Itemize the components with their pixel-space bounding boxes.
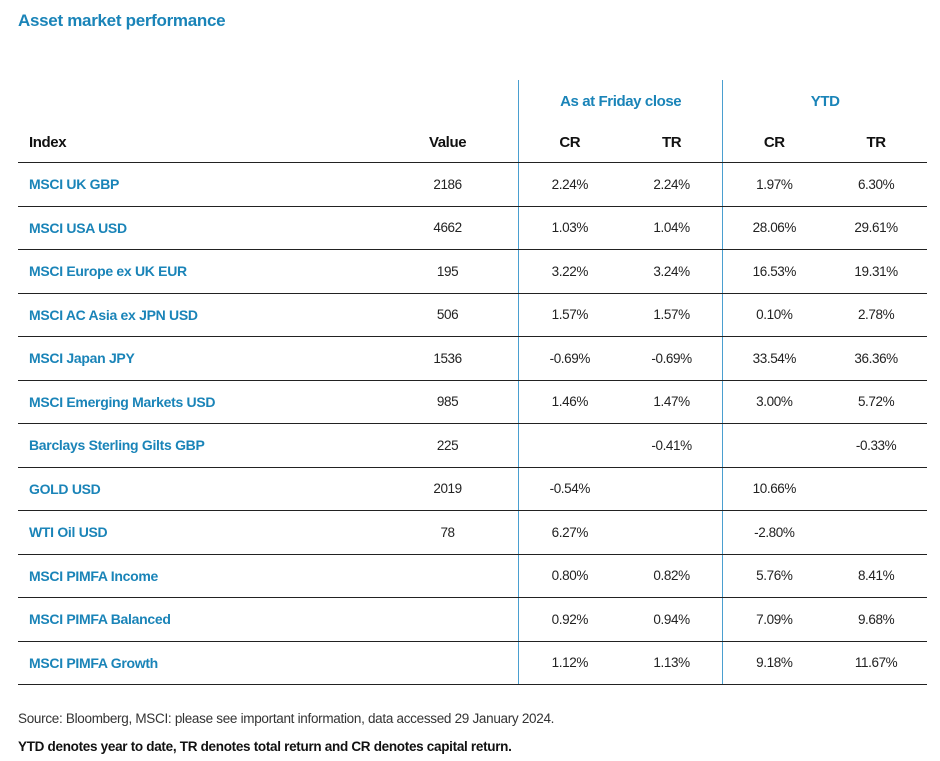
row-friday-tr: -0.69% [651, 350, 692, 366]
row-friday-tr: 3.24% [653, 263, 690, 279]
row-ytd-tr: 5.72% [857, 394, 895, 410]
row-friday-cr: 3.22% [517, 250, 621, 293]
row-friday-cr: 0.92% [517, 598, 621, 641]
group-header-ytd: YTD [722, 80, 927, 122]
row-value: 78 [440, 524, 455, 540]
row-value: 225 [436, 437, 459, 453]
row-ytd-cr: 3.00% [722, 380, 825, 423]
row-friday-tr: 1.47% [653, 394, 690, 410]
row-ytd-cr: 0.10% [722, 293, 825, 336]
row-friday-cr: 0.80% [517, 554, 621, 597]
row-friday-cr: 1.12% [517, 641, 621, 684]
table-row: MSCI Japan JPY 1536 -0.69% -0.69% 33.54% 36.3… [18, 337, 927, 381]
table-row: MSCI USA USD 4662 1.03% 1.04% 28.06% 29.61% [18, 206, 927, 250]
row-friday-tr: 0.94% [653, 611, 690, 627]
table-row: Barclays Sterling Gilts GBP 225 -0.41% -0.3… [18, 424, 927, 468]
row-value: 2186 [433, 176, 462, 192]
row-value: 1536 [433, 350, 462, 366]
row-ytd-cr: 7.09% [722, 598, 825, 641]
row-index-name: MSCI PIMFA Balanced [29, 611, 171, 628]
row-ytd-tr: 29.61% [854, 220, 898, 236]
row-friday-cr: 6.27% [517, 511, 621, 554]
row-friday-tr: 0.82% [653, 568, 690, 584]
row-index-name: MSCI AC Asia ex JPN USD [29, 306, 198, 323]
row-ytd-cr: 5.76% [722, 554, 825, 597]
row-value: 195 [436, 263, 459, 279]
row-ytd-tr: 2.78% [857, 307, 895, 323]
row-ytd-tr: 9.68% [857, 611, 895, 627]
table-header: Index Value CR TR CR TR [18, 122, 927, 163]
row-index-name: MSCI Europe ex UK EUR [29, 263, 187, 280]
header-ytd-tr: TR [866, 133, 886, 151]
row-index-name: MSCI PIMFA Growth [29, 654, 158, 671]
row-ytd-tr: 36.36% [854, 350, 898, 366]
row-ytd-cr: 10.66% [722, 467, 825, 510]
row-ytd-tr: 11.67% [854, 655, 898, 671]
row-index-name: Barclays Sterling Gilts GBP [29, 437, 205, 454]
row-ytd-cr: 28.06% [722, 206, 825, 249]
row-friday-tr: -0.41% [651, 437, 692, 453]
row-ytd-cr: 9.18% [722, 641, 825, 684]
row-friday-cr: -0.54% [517, 467, 621, 510]
table-row: MSCI Europe ex UK EUR 195 3.22% 3.24% 16.53%… [18, 250, 927, 294]
page-title: Asset market performance [18, 11, 226, 30]
row-index-name: MSCI PIMFA Income [29, 567, 158, 584]
row-friday-tr: 2.24% [653, 176, 690, 192]
row-ytd-tr: -0.33% [855, 437, 897, 453]
table-group-header: As at Friday close YTD [18, 80, 927, 122]
row-friday-tr: 1.13% [653, 655, 690, 671]
group-header-friday: As at Friday close [517, 80, 723, 122]
row-friday-cr: 1.46% [517, 380, 621, 423]
row-index-name: WTI Oil USD [29, 524, 108, 541]
row-friday-tr: 1.04% [653, 220, 690, 236]
row-index-name: MSCI USA USD [29, 219, 127, 236]
row-index-name: MSCI UK GBP [29, 176, 120, 193]
table-row: MSCI PIMFA Growth 1.12% 1.13% 9.18% 11.67% [18, 641, 927, 685]
row-ytd-cr: 1.97% [722, 163, 825, 206]
row-friday-cr: 1.57% [517, 293, 621, 336]
row-value: 4662 [433, 220, 462, 236]
table-row: MSCI PIMFA Balanced 0.92% 0.94% 7.09% 9.68% [18, 598, 927, 642]
row-ytd-tr: 6.30% [857, 176, 895, 192]
row-friday-cr [517, 424, 621, 467]
table-row: MSCI Emerging Markets USD 985 1.46% 1.47% 3.… [18, 380, 927, 424]
row-ytd-cr [722, 424, 825, 467]
row-ytd-tr: 8.41% [857, 568, 895, 584]
row-index-name: GOLD USD [29, 480, 101, 497]
header-value: Value [428, 133, 467, 151]
row-friday-cr: 1.03% [517, 206, 621, 249]
table-row: WTI Oil USD 78 6.27% -2.80% [18, 511, 927, 555]
row-index-name: MSCI Japan JPY [29, 350, 135, 367]
header-ytd-cr: CR [722, 122, 825, 162]
table-row: GOLD USD 2019 -0.54% 10.66% [18, 467, 927, 511]
row-ytd-cr: -2.80% [722, 511, 825, 554]
header-friday-cr: CR [517, 122, 621, 162]
row-ytd-tr: 19.31% [854, 263, 898, 279]
row-friday-cr: 2.24% [517, 163, 621, 206]
source-note: Source: Bloomberg, MSCI: please see impo… [18, 711, 555, 726]
row-friday-cr: -0.69% [517, 337, 621, 380]
row-index-name: MSCI Emerging Markets USD [29, 393, 216, 410]
definition-note: YTD denotes year to date, TR denotes tot… [18, 739, 512, 754]
row-ytd-cr: 33.54% [722, 337, 825, 380]
table-row: MSCI PIMFA Income 0.80% 0.82% 5.76% 8.41% [18, 554, 927, 598]
header-friday-tr: TR [661, 133, 682, 151]
table-row: MSCI AC Asia ex JPN USD 506 1.57% 1.57% 0.10… [18, 293, 927, 337]
row-friday-tr: 1.57% [653, 307, 690, 323]
performance-table: As at Friday close YTD Index Value CR TR… [18, 80, 927, 685]
row-value: 985 [436, 394, 459, 410]
row-value: 506 [436, 307, 459, 323]
row-value: 2019 [433, 481, 462, 497]
table-row: MSCI UK GBP 2186 2.24% 2.24% 1.97% 6.30% [18, 163, 927, 207]
header-index: Index [29, 133, 67, 151]
row-ytd-cr: 16.53% [722, 250, 825, 293]
table-body: MSCI UK GBP 2186 2.24% 2.24% 1.97% 6.30% MSCI … [18, 163, 927, 685]
